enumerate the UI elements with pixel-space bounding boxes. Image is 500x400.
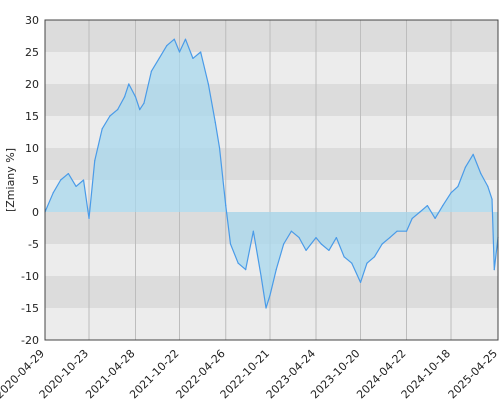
data-point-30 <box>245 269 247 271</box>
series-area <box>44 38 499 309</box>
data-point-26 <box>218 147 221 149</box>
data-point-52 <box>405 230 408 232</box>
data-point-15 <box>143 102 145 104</box>
data-point-57 <box>442 205 444 207</box>
data-point-6 <box>88 217 90 219</box>
y-tick-label: 10 <box>25 142 39 155</box>
y-tick-label: -10 <box>21 270 39 283</box>
x-tick-label: 2025-04-25 <box>446 347 500 400</box>
data-point-50 <box>389 237 391 239</box>
data-point-11 <box>123 96 126 98</box>
y-tick-label: 30 <box>25 14 39 27</box>
data-point-7 <box>94 160 96 162</box>
data-point-53 <box>411 217 413 219</box>
data-point-4 <box>75 185 77 187</box>
band-25-to-20 <box>45 52 498 84</box>
data-point-36 <box>283 243 285 245</box>
data-point-25 <box>214 121 216 123</box>
data-point-34 <box>269 294 271 296</box>
data-point-39 <box>305 249 307 251</box>
data-point-58 <box>450 192 452 194</box>
data-point-20 <box>178 51 181 53</box>
band-20-to-15 <box>45 84 498 116</box>
data-point-35 <box>275 269 277 271</box>
band--15-to--20 <box>45 308 498 340</box>
data-point-63 <box>487 185 489 187</box>
data-point-18 <box>166 45 168 47</box>
data-point-9 <box>109 115 111 117</box>
data-point-38 <box>298 237 300 239</box>
data-point-21 <box>184 38 187 40</box>
y-tick-label: -20 <box>21 334 39 347</box>
data-point-12 <box>128 83 130 85</box>
data-point-65 <box>493 269 495 271</box>
data-point-55 <box>426 205 428 207</box>
data-point-54 <box>419 211 421 213</box>
data-point-24 <box>207 83 209 85</box>
data-point-60 <box>464 166 467 168</box>
data-point-45 <box>351 262 353 264</box>
y-tick-label: 25 <box>25 46 39 59</box>
data-point-61 <box>472 153 474 155</box>
data-point-37 <box>290 230 292 232</box>
data-point-16 <box>150 70 153 72</box>
data-point-5 <box>82 179 85 181</box>
data-point-19 <box>173 38 175 40</box>
data-point-59 <box>457 185 459 187</box>
data-point-2 <box>60 179 62 181</box>
data-point-40 <box>315 237 317 239</box>
data-point-51 <box>396 230 398 232</box>
data-point-44 <box>343 256 345 258</box>
data-point-32 <box>260 275 262 277</box>
y-tick-label: 0 <box>32 206 39 219</box>
data-point-33 <box>265 307 267 309</box>
data-point-42 <box>328 249 330 251</box>
data-point-28 <box>229 243 232 245</box>
data-point-10 <box>117 109 119 111</box>
data-point-22 <box>192 57 194 60</box>
data-point-31 <box>252 230 254 232</box>
y-tick-label: 15 <box>25 110 39 123</box>
data-point-13 <box>134 96 137 98</box>
x-tick-labels: 2020-04-292020-10-232021-04-282021-10-22… <box>0 347 500 400</box>
data-point-3 <box>67 173 69 175</box>
y-tick-label: -5 <box>28 238 39 251</box>
data-point-29 <box>237 262 239 264</box>
series-area-fill <box>45 39 498 308</box>
data-point-17 <box>158 57 160 60</box>
data-point-46 <box>359 281 362 283</box>
data-point-43 <box>335 237 337 239</box>
plot-frame <box>44 19 499 341</box>
y-tick-labels: 30 25 20 15 10 5 0 -5 -10 -15 -20 <box>21 14 39 347</box>
data-point-47 <box>366 262 368 264</box>
data-point-1 <box>52 192 54 194</box>
y-axis-label: [Zmiany %] <box>4 148 17 212</box>
data-point-41 <box>320 243 322 245</box>
y-tick-label: 5 <box>32 174 39 187</box>
data-point-64 <box>491 198 493 200</box>
data-point-8 <box>101 128 103 130</box>
data-point-48 <box>373 256 376 258</box>
y-tick-label: 20 <box>25 78 39 91</box>
data-point-14 <box>139 109 141 111</box>
data-point-23 <box>200 51 202 53</box>
data-point-27 <box>225 205 227 207</box>
data-point-49 <box>381 243 383 245</box>
data-point-56 <box>434 217 436 219</box>
y-tick-label: -15 <box>21 302 39 315</box>
band-30-to-25 <box>45 20 498 52</box>
data-point-62 <box>480 173 482 175</box>
